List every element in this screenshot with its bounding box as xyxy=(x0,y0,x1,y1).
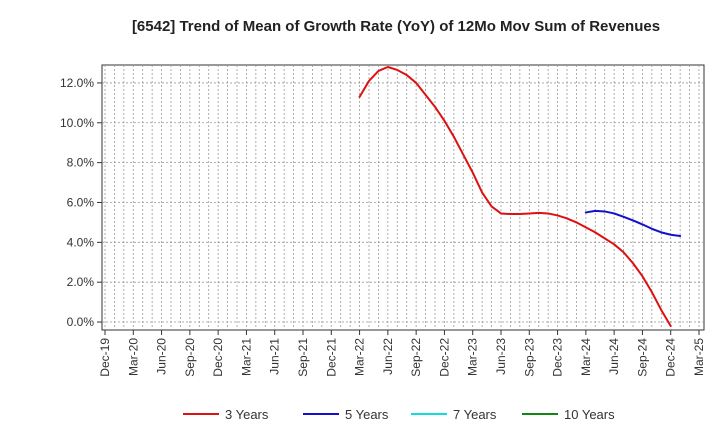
x-tick-label: Dec-20 xyxy=(211,338,225,377)
y-tick-label: 6.0% xyxy=(67,195,95,209)
x-tick-label: Sep-23 xyxy=(522,338,536,377)
x-tick-label: Mar-22 xyxy=(353,338,367,376)
x-tick-label: Sep-22 xyxy=(409,338,423,377)
y-tick-label: 2.0% xyxy=(67,275,95,289)
x-tick-label: Dec-22 xyxy=(437,338,451,377)
x-tick-label: Jun-24 xyxy=(607,338,621,375)
legend: 3 Years 5 Years 7 Years 10 Years xyxy=(183,407,615,422)
x-axis-ticks: Dec-19 Mar-20 Jun-20 Sep-20 Dec-20 Mar-21 Jun-… xyxy=(98,330,706,377)
legend-label: 3 Years xyxy=(225,407,269,422)
x-tick-label: Jun-20 xyxy=(155,338,169,375)
y-axis-ticks: 0.0% 2.0% 4.0% 6.0% 8.0% 10.0% 12.0% xyxy=(60,76,102,329)
y-tick-label: 8.0% xyxy=(67,156,95,170)
x-tick-label: Jun-22 xyxy=(381,338,395,375)
x-tick-label: Jun-23 xyxy=(494,338,508,375)
y-tick-label: 4.0% xyxy=(67,235,95,249)
y-tick-label: 10.0% xyxy=(60,116,94,130)
chart-title: [6542] Trend of Mean of Growth Rate (YoY… xyxy=(132,18,660,35)
x-tick-label: Mar-20 xyxy=(126,338,140,376)
series-line-3-years xyxy=(358,65,672,328)
legend-label: 7 Years xyxy=(453,407,497,422)
series-line-5-years xyxy=(584,209,682,237)
y-tick-label: 12.0% xyxy=(60,76,94,90)
x-tick-label: Mar-24 xyxy=(579,338,593,376)
x-tick-label: Dec-23 xyxy=(551,338,565,377)
x-tick-label: Dec-19 xyxy=(98,338,112,377)
legend-label: 5 Years xyxy=(345,407,389,422)
x-tick-label: Mar-23 xyxy=(466,338,480,376)
plot-area xyxy=(101,64,705,331)
grid xyxy=(102,65,704,330)
series-layer xyxy=(358,65,682,328)
legend-label: 10 Years xyxy=(564,407,615,422)
x-tick-label: Mar-25 xyxy=(692,338,706,376)
x-tick-label: Mar-21 xyxy=(239,338,253,376)
x-tick-label: Sep-20 xyxy=(183,338,197,377)
x-tick-label: Dec-21 xyxy=(324,338,338,377)
x-tick-label: Jun-21 xyxy=(268,338,282,375)
x-tick-label: Sep-21 xyxy=(296,338,310,377)
x-tick-label: Dec-24 xyxy=(664,338,678,377)
y-tick-label: 0.0% xyxy=(67,315,95,329)
x-tick-label: Sep-24 xyxy=(635,338,649,377)
